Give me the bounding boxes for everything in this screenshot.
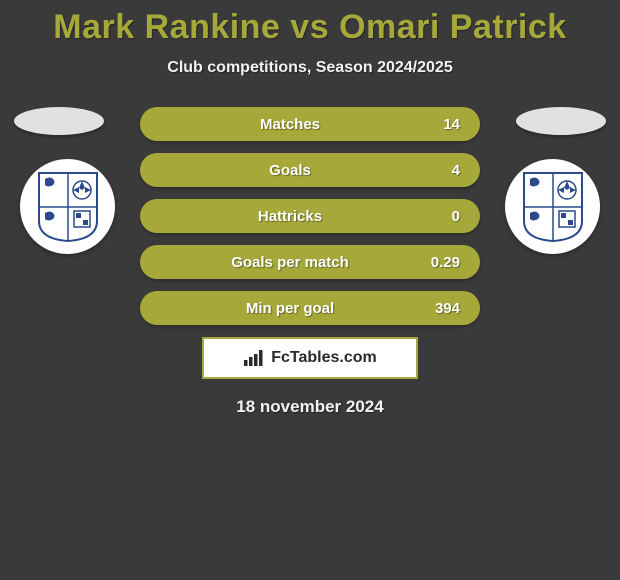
stat-value: 14 (420, 116, 460, 133)
stat-bar: Goals per match 0.29 (140, 245, 480, 279)
badge-circle-right (505, 159, 600, 254)
stat-value: 0 (420, 208, 460, 225)
stat-value: 0.29 (420, 254, 460, 271)
badge-circle-left (20, 159, 115, 254)
player-right-ellipse (516, 107, 606, 135)
brand-text: FcTables.com (271, 349, 377, 367)
stat-bar: Hattricks 0 (140, 199, 480, 233)
stat-bar: Goals 4 (140, 153, 480, 187)
stat-label: Hattricks (160, 208, 420, 225)
brand-footer: FcTables.com (202, 337, 418, 379)
stat-label: Goals (160, 162, 420, 179)
stat-bar: Min per goal 394 (140, 291, 480, 325)
content-area: Matches 14 Goals 4 Hattricks 0 Goals per… (0, 107, 620, 417)
stat-label: Matches (160, 116, 420, 133)
date-text: 18 november 2024 (0, 397, 620, 417)
stat-value: 4 (420, 162, 460, 179)
stat-value: 394 (420, 300, 460, 317)
player-left-ellipse (14, 107, 104, 135)
stat-bar: Matches 14 (140, 107, 480, 141)
stat-label: Goals per match (160, 254, 420, 271)
stats-column: Matches 14 Goals 4 Hattricks 0 Goals per… (140, 107, 480, 325)
chart-icon (243, 349, 265, 367)
comparison-title: Mark Rankine vs Omari Patrick (0, 0, 620, 47)
club-crest-icon (37, 171, 99, 243)
club-crest-icon (522, 171, 584, 243)
stat-label: Min per goal (160, 300, 420, 317)
subtitle: Club competitions, Season 2024/2025 (0, 59, 620, 77)
player-left-badge (20, 159, 115, 254)
player-right-badge (505, 159, 600, 254)
